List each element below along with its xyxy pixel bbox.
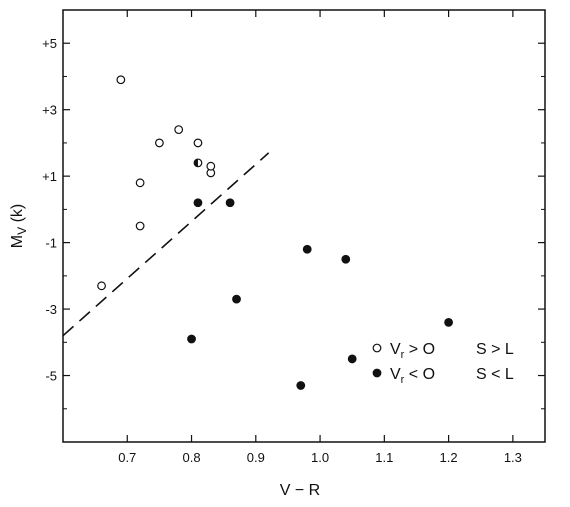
- y-tick-label: -1: [45, 236, 57, 251]
- y-tick-labels: +5 +3 +1 -1 -3 -5: [42, 36, 57, 383]
- data-point-filled: [302, 244, 312, 254]
- legend-open-label: Vr > O: [390, 341, 435, 361]
- data-point-filled: [347, 354, 357, 364]
- x-axis-title: V − R: [280, 482, 320, 499]
- x-tick-label: 1.3: [504, 450, 522, 465]
- x-tick-labels: 0.7 0.8 0.9 1.0 1.1 1.2 1.3: [118, 450, 522, 465]
- y-axis-title-tail: (k): [9, 204, 26, 227]
- data-point-open: [206, 161, 216, 171]
- y-tick-label: +1: [42, 169, 57, 184]
- x-tick-label: 0.7: [118, 450, 136, 465]
- legend-open-v: V: [390, 341, 401, 358]
- x-tick-label: 1.2: [440, 450, 458, 465]
- x-tick-label: 0.8: [182, 450, 200, 465]
- y-tick-label: +5: [42, 36, 57, 51]
- data-point-open: [116, 75, 126, 85]
- legend: Vr > O S > L Vr < O S < L: [372, 341, 514, 386]
- legend-filled-sub: r: [401, 374, 405, 386]
- data-point-open: [135, 178, 145, 188]
- plot-frame: [62, 9, 546, 443]
- legend-open-relation: S > L: [476, 341, 514, 358]
- legend-filled-v: V: [390, 366, 401, 383]
- x-tick-label: 1.1: [375, 450, 393, 465]
- legend-filled-relation: S < L: [476, 366, 514, 383]
- legend-filled-label: Vr < O: [390, 366, 435, 386]
- data-point-open: [193, 138, 203, 148]
- y-tick-label: -3: [45, 302, 57, 317]
- data-points: [97, 75, 454, 390]
- dividing-line-group: [62, 152, 270, 337]
- y-axis-title-main: M: [9, 235, 26, 248]
- dividing-line: [62, 152, 270, 337]
- y-axis-title-sub: V: [15, 227, 29, 235]
- data-point-open: [174, 125, 184, 135]
- data-point-filled: [187, 334, 196, 344]
- data-point-filled: [296, 381, 306, 390]
- data-point-half-filled: [193, 158, 203, 168]
- x-tick-label: 0.9: [247, 450, 265, 465]
- data-point-open: [97, 281, 106, 291]
- data-point-filled: [444, 317, 454, 327]
- data-point-filled: [232, 294, 241, 304]
- data-point-open: [135, 221, 145, 231]
- data-point-filled: [225, 198, 235, 208]
- y-tick-label: -5: [45, 369, 57, 384]
- data-point-half-filled-fill: [194, 159, 198, 167]
- legend-filled-cond: < O: [404, 366, 435, 383]
- legend-filled-marker: [372, 368, 382, 378]
- x-tick-label: 1.0: [311, 450, 329, 465]
- data-point-filled: [341, 254, 351, 264]
- y-axis-title: MV (k): [9, 204, 29, 248]
- legend-open-sub: r: [401, 349, 405, 361]
- axis-ticks: [63, 9, 545, 442]
- data-point-open: [154, 138, 164, 148]
- y-tick-label: +3: [42, 103, 57, 118]
- legend-open-marker: [372, 343, 382, 353]
- legend-open-cond: > O: [404, 341, 435, 358]
- data-point-filled: [193, 198, 203, 208]
